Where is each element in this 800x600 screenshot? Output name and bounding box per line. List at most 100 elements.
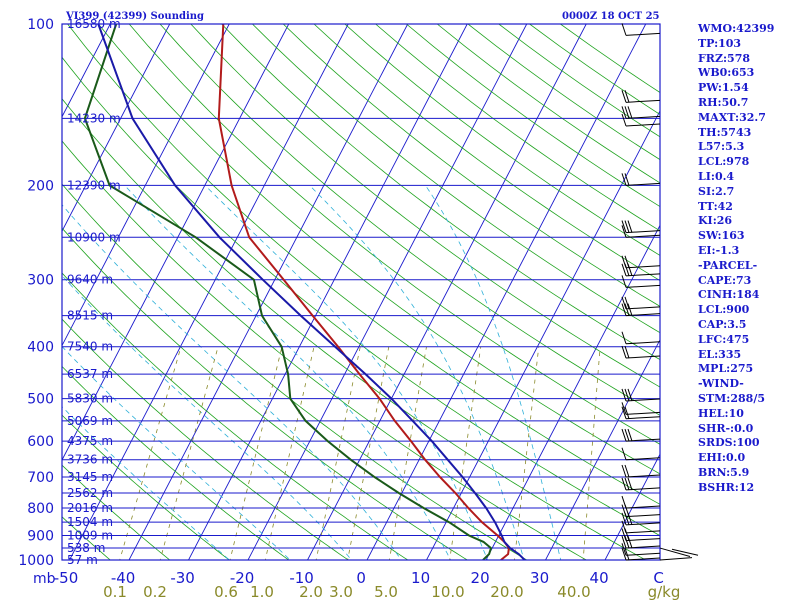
dry-adiabat bbox=[159, 24, 660, 416]
temperature-tick-label: 40 bbox=[590, 569, 609, 587]
wind-barb-flag bbox=[624, 296, 630, 310]
index-value: SI:2.7 bbox=[698, 184, 735, 198]
wind-barb-flag bbox=[621, 447, 627, 460]
wind-barb-flag bbox=[627, 512, 633, 526]
moist-adiabat bbox=[62, 204, 402, 560]
mixing-ratio-line bbox=[264, 346, 315, 560]
mixing-ratio-line bbox=[347, 346, 390, 560]
dewpoint-profile bbox=[83, 24, 493, 560]
wind-barb bbox=[625, 514, 661, 518]
wind-barb bbox=[625, 411, 661, 415]
index-value: SHR-:0.0 bbox=[698, 421, 754, 435]
wind-barb bbox=[671, 548, 699, 556]
wind-barb-flag bbox=[621, 543, 627, 556]
dry-adiabat bbox=[344, 24, 660, 256]
moist-adiabat bbox=[124, 185, 452, 560]
mixing-ratio-tick-label: 2.0 bbox=[299, 583, 323, 600]
temperature-tick-label: -10 bbox=[289, 569, 314, 587]
pressure-tick-label: 700 bbox=[27, 470, 54, 486]
moist-adiabat bbox=[62, 406, 230, 560]
dry-adiabat bbox=[67, 24, 660, 505]
index-value: MPL:275 bbox=[698, 362, 754, 376]
wind-barb bbox=[659, 547, 691, 557]
height-label: 5830 m bbox=[67, 392, 113, 406]
wind-barb-flag bbox=[624, 173, 630, 186]
index-value: RH:50.7 bbox=[698, 95, 749, 109]
index-value: CINH:184 bbox=[698, 288, 760, 302]
wind-barb-flag bbox=[624, 512, 630, 526]
wind-barb bbox=[625, 234, 661, 238]
wind-barb bbox=[625, 265, 661, 269]
wind-barb-flag bbox=[624, 106, 630, 119]
mixing-ratio-tick-label: 20.0 bbox=[490, 583, 523, 600]
wind-barb-flag bbox=[627, 477, 633, 491]
wind-barb bbox=[625, 355, 661, 359]
wind-barb-flag bbox=[621, 296, 627, 310]
index-value: LFC:475 bbox=[698, 332, 750, 346]
isotherm-line bbox=[425, 109, 660, 560]
height-label: 1504 m bbox=[67, 515, 113, 529]
wind-barb-flag bbox=[621, 512, 627, 526]
index-value: EI:-1.3 bbox=[698, 243, 740, 257]
height-label: 10900 m bbox=[67, 230, 121, 244]
dry-adiabat bbox=[62, 516, 111, 560]
height-label: 6537 m bbox=[67, 367, 113, 381]
wind-barb-flag bbox=[621, 406, 627, 419]
dry-adiabat bbox=[98, 24, 660, 475]
plot-frame bbox=[61, 23, 661, 561]
wind-barb-flag bbox=[621, 477, 627, 491]
pressure-tick-label: 900 bbox=[27, 528, 54, 544]
temperature-tick-label: -40 bbox=[111, 569, 136, 587]
wind-barb-flag bbox=[621, 263, 627, 276]
wind-barb-flag bbox=[621, 345, 627, 359]
dry-adiabat bbox=[62, 318, 349, 560]
moist-adiabat bbox=[425, 185, 562, 560]
wind-barb-flag bbox=[624, 547, 630, 561]
wind-barb bbox=[625, 341, 661, 345]
parcel-profile bbox=[97, 24, 526, 560]
pressure-tick-label: 800 bbox=[27, 501, 54, 517]
wind-barb-flag bbox=[624, 535, 630, 549]
mixing-ratio-line bbox=[449, 346, 482, 560]
mixing-ratio-line bbox=[159, 346, 219, 560]
mixing-ratio-line bbox=[388, 346, 427, 560]
temperature-profile bbox=[217, 24, 510, 560]
dry-adiabat bbox=[221, 24, 660, 361]
index-value: WB0:653 bbox=[698, 66, 755, 80]
index-value: SRDS:100 bbox=[698, 436, 760, 450]
index-value: LCL:978 bbox=[698, 155, 750, 169]
temperature-tick-label: 10 bbox=[411, 569, 430, 587]
wind-barb-flag bbox=[621, 173, 627, 186]
index-value: FRZ:578 bbox=[698, 51, 751, 65]
wind-barb bbox=[625, 99, 661, 103]
moist-adiabat bbox=[62, 345, 291, 560]
mixing-ratio-line bbox=[119, 346, 182, 560]
mixing-ratio-tick-label: 0.1 bbox=[103, 583, 127, 600]
dry-adiabat bbox=[62, 98, 647, 560]
mixing-ratio-tick-label: 1.0 bbox=[250, 583, 274, 600]
mixing-ratio-line bbox=[315, 346, 361, 560]
wind-barb-flag bbox=[621, 303, 627, 316]
height-label: 12390 m bbox=[67, 178, 121, 192]
wind-barb-flag bbox=[624, 388, 630, 402]
indices-panel: WMO:42399 TP:103 FRZ:578 WB0:653 PW:1.54 RH:5… bbox=[698, 22, 774, 496]
index-value: L57:5.3 bbox=[698, 140, 745, 154]
chart-title: VI399 (42399) Sounding bbox=[65, 11, 204, 22]
index-value: TP:103 bbox=[698, 36, 742, 50]
wind-barb-flag bbox=[621, 547, 627, 561]
height-label: 9640 m bbox=[67, 273, 113, 287]
wind-barb bbox=[625, 182, 661, 186]
wind-barb-flag bbox=[621, 275, 627, 288]
wind-barb-flag bbox=[627, 263, 633, 276]
wind-barb-flag bbox=[621, 388, 627, 402]
index-value: LI:0.4 bbox=[698, 169, 735, 183]
wind-barb-flag bbox=[621, 220, 627, 233]
mixing-ratio-line bbox=[513, 346, 540, 560]
dry-adiabat bbox=[62, 227, 469, 560]
wind-barb bbox=[625, 474, 661, 478]
temperature-tick-label: -30 bbox=[170, 569, 195, 587]
height-label: 16580 m bbox=[67, 17, 121, 31]
moist-adiabat bbox=[62, 274, 353, 560]
height-label: 7540 m bbox=[67, 340, 113, 354]
